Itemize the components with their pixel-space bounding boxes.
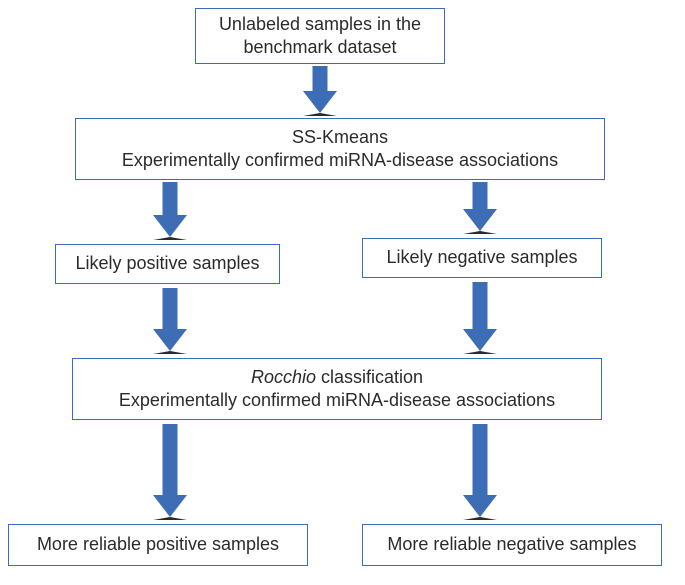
node-text: Likely positive samples	[75, 252, 259, 275]
node-likely-positive: Likely positive samples	[55, 244, 280, 284]
node-ss-kmeans: SS-Kmeans Experimentally confirmed miRNA…	[75, 118, 605, 180]
node-text: Rocchio classification	[251, 366, 423, 389]
arrow	[463, 282, 497, 354]
arrow	[153, 424, 187, 520]
node-text: More reliable positive samples	[37, 533, 279, 556]
arrow	[303, 66, 337, 116]
arrow	[463, 182, 497, 234]
flowchart-canvas: Unlabeled samples in the benchmark datas…	[0, 0, 685, 585]
node-reliable-positive: More reliable positive samples	[8, 524, 308, 566]
node-text: benchmark dataset	[243, 36, 396, 59]
arrow	[463, 424, 497, 520]
arrow	[153, 288, 187, 354]
rocchio-italic: Rocchio	[251, 367, 316, 387]
node-text: Experimentally confirmed miRNA-disease a…	[122, 149, 558, 172]
node-rocchio: Rocchio classification Experimentally co…	[72, 358, 602, 420]
node-text: Unlabeled samples in the	[219, 13, 421, 36]
arrow	[153, 182, 187, 240]
node-unlabeled-samples: Unlabeled samples in the benchmark datas…	[195, 8, 445, 64]
node-text: More reliable negative samples	[387, 533, 636, 556]
node-likely-negative: Likely negative samples	[362, 238, 602, 278]
node-text: Experimentally confirmed miRNA-disease a…	[119, 389, 555, 412]
node-text: Likely negative samples	[386, 246, 577, 269]
node-text: SS-Kmeans	[292, 126, 388, 149]
node-reliable-negative: More reliable negative samples	[362, 524, 662, 566]
rocchio-rest: classification	[316, 367, 423, 387]
